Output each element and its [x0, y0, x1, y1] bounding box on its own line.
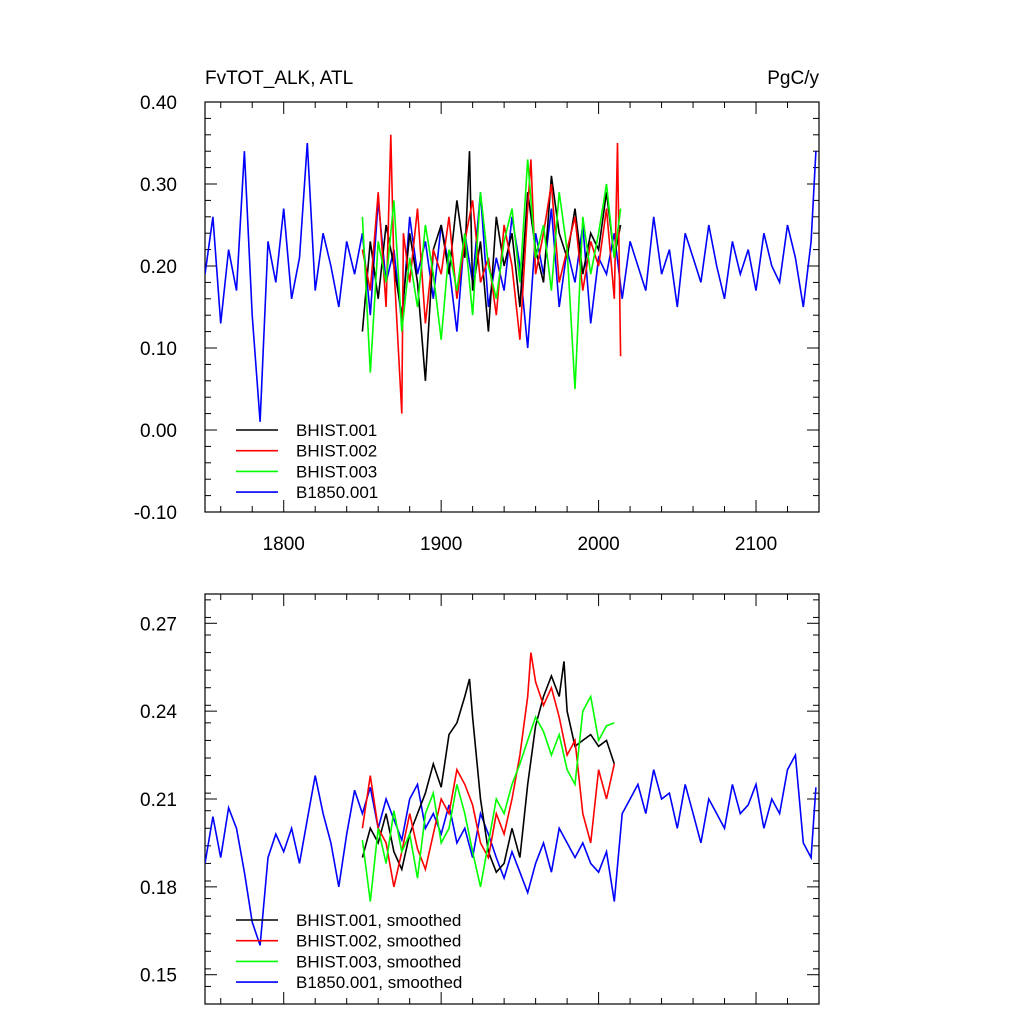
bottom-y-tick-label: 0.21	[140, 790, 177, 811]
bottom-series-line-1	[361, 652, 616, 888]
top-legend-label: BHIST.001	[296, 421, 377, 440]
bottom-legend-label: B1850.001, smoothed	[296, 973, 462, 992]
bottom-y-tick-label: 0.27	[140, 614, 177, 635]
top-x-tick-label: 1900	[420, 534, 462, 555]
top-series-line-2	[361, 159, 622, 390]
bottom-series-line-0	[361, 661, 616, 874]
top-y-tick-label: 0.30	[140, 175, 177, 196]
top-y-tick-label: 0.40	[140, 93, 177, 114]
top-legend-label: BHIST.003	[296, 462, 377, 481]
bottom-series-line-2	[361, 694, 615, 902]
top-y-tick-label: 0.00	[140, 421, 177, 442]
bottom-chart-panel: 0.15 0.18 0.21 0.24 0.27 BHIST.001, smoothed B…	[140, 593, 820, 1005]
bottom-series-line-3	[205, 752, 817, 946]
top-y-tick-label: 0.20	[140, 257, 177, 278]
bottom-y-tick-label: 0.18	[140, 878, 177, 899]
top-legend-label: B1850.001	[296, 483, 378, 502]
top-series-line-3	[205, 142, 817, 422]
bottom-y-tick-label: 0.15	[140, 966, 177, 987]
bottom-legend-label: BHIST.001, smoothed	[296, 911, 461, 930]
top-x-tick-label: 2000	[577, 534, 619, 555]
top-series-line-1	[361, 134, 622, 414]
top-y-tick-label: 0.10	[140, 339, 177, 360]
top-plot-frame	[204, 101, 820, 513]
bottom-legend-label: BHIST.003, smoothed	[296, 952, 461, 971]
top-legend-label: BHIST.002	[296, 442, 377, 461]
top-x-tick-label: 2100	[735, 534, 777, 555]
top-chart-left-title: FvTOT_ALK, ATL	[205, 68, 353, 89]
top-x-tick-label: 1800	[263, 534, 305, 555]
top-chart-right-title: PgC/y	[767, 68, 819, 89]
bottom-legend-label: BHIST.002, smoothed	[296, 932, 461, 951]
top-chart-panel: 1800 1900 2000 2100 -0.10 0.00 0.10 0.20 0.30 0.4…	[134, 93, 820, 555]
top-y-tick-label: -0.10	[134, 503, 177, 524]
top-series-line-0	[361, 151, 622, 381]
bottom-y-tick-label: 0.24	[140, 702, 177, 723]
